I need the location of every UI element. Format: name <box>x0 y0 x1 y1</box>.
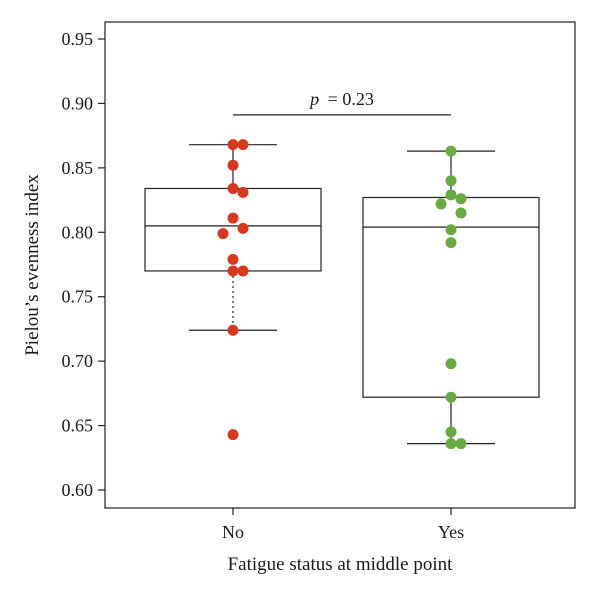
y-tick-label: 0.75 <box>62 287 94 307</box>
y-tick-label: 0.95 <box>62 29 94 49</box>
data-point <box>237 222 249 234</box>
x-axis-title: Fatigue status at middle point <box>228 554 454 575</box>
data-point <box>445 358 457 370</box>
x-axis: No Yes <box>222 508 464 542</box>
data-point <box>445 224 457 236</box>
data-point <box>227 324 239 336</box>
data-point <box>445 438 457 450</box>
p-value: = 0.23 <box>328 89 374 109</box>
points-group <box>217 139 467 450</box>
y-tick-label: 0.65 <box>62 416 94 436</box>
data-point <box>217 228 229 240</box>
data-point <box>435 198 447 210</box>
y-axis-title: Pielou’s evenness index <box>22 174 43 356</box>
y-tick-label: 0.85 <box>62 158 94 178</box>
data-point <box>455 207 467 219</box>
box-group <box>144 144 540 445</box>
data-point <box>455 438 467 450</box>
data-point <box>227 253 239 265</box>
data-point <box>445 426 457 438</box>
data-point <box>445 391 457 403</box>
significance-annotation: p = 0.23 <box>233 89 451 116</box>
data-point <box>227 212 239 224</box>
data-point <box>227 265 239 277</box>
y-tick-label: 0.80 <box>62 222 94 242</box>
data-point <box>227 429 239 441</box>
data-point <box>227 182 239 194</box>
data-point <box>445 189 457 201</box>
data-point <box>455 193 467 205</box>
x-tick-label: No <box>222 522 244 542</box>
data-point <box>237 139 249 151</box>
data-point <box>227 159 239 171</box>
data-point <box>445 145 457 157</box>
p-symbol: p <box>308 89 319 109</box>
data-point <box>445 237 457 249</box>
data-point <box>227 139 239 151</box>
y-tick-label: 0.90 <box>62 93 94 113</box>
y-tick-label: 0.60 <box>62 480 94 500</box>
plot-frame <box>104 21 576 509</box>
data-point <box>237 265 249 277</box>
x-tick-label: Yes <box>438 522 464 542</box>
data-point <box>237 186 249 198</box>
y-tick-label: 0.70 <box>62 351 94 371</box>
y-axis: 0.60 0.65 0.70 0.75 0.80 0.85 0.90 0.95 <box>62 29 105 500</box>
p-value-label: p = 0.23 <box>308 89 374 109</box>
data-point <box>445 175 457 187</box>
